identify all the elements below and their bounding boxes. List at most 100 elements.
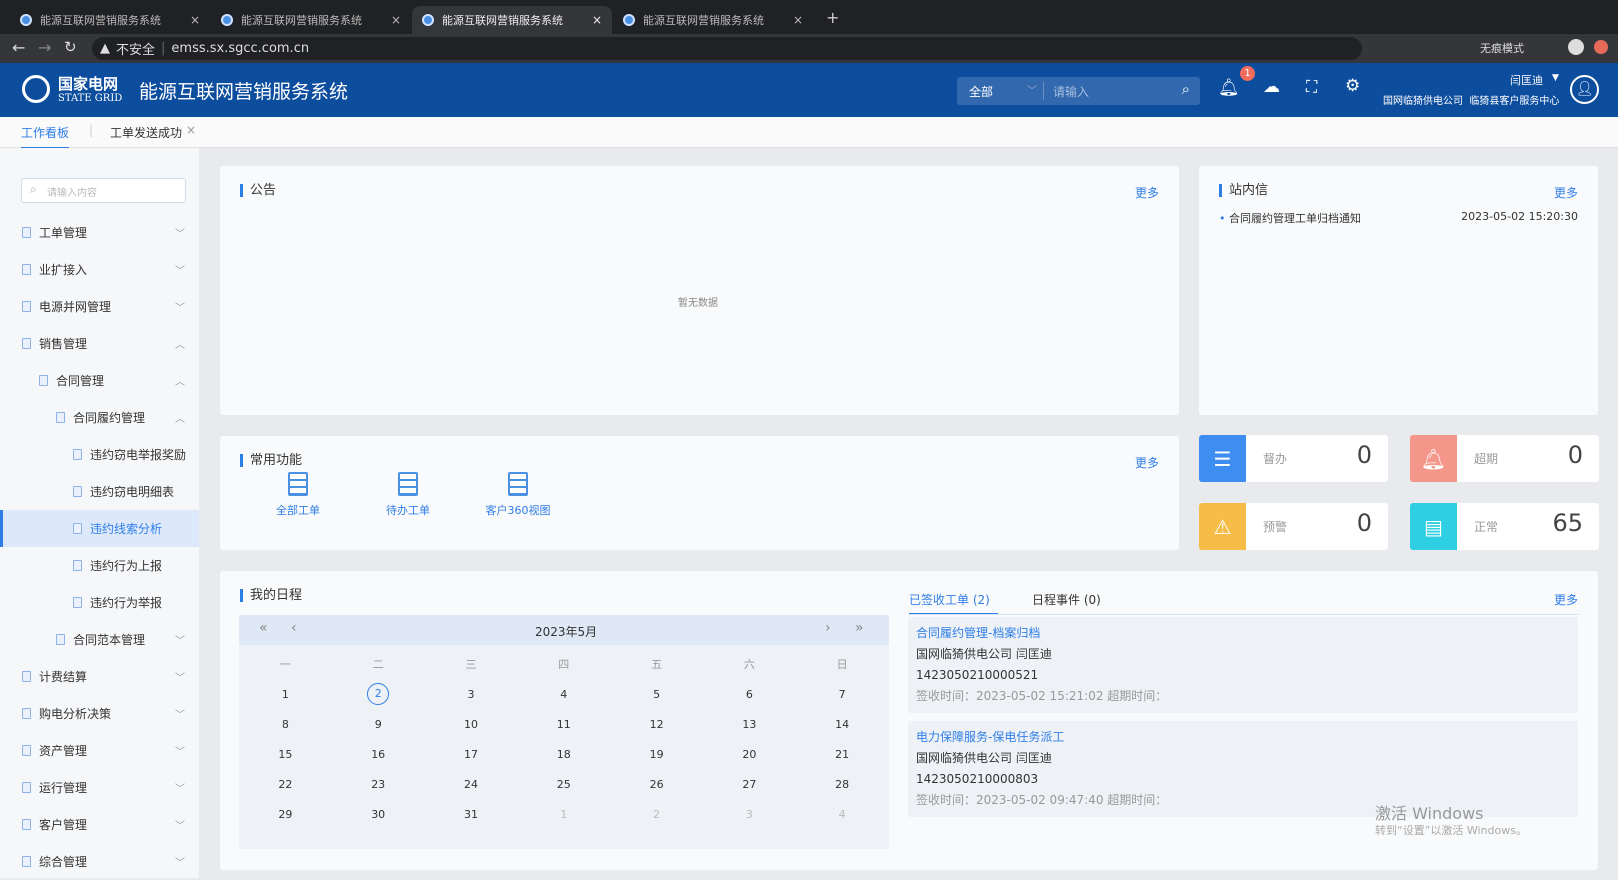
sidebar-item[interactable]: 购电分析决策 ﹀ (0, 695, 199, 732)
back-icon[interactable]: ← (12, 38, 26, 57)
calendar-day[interactable]: 30 (332, 799, 425, 829)
calendar-day[interactable]: 11 (517, 709, 610, 739)
fullscreen-icon[interactable]: ⛶ (1306, 77, 1318, 96)
sidebar-item[interactable]: 电源并网管理 ﹀ (0, 288, 199, 325)
sidebar-item[interactable]: 违约行为举报 (0, 584, 199, 621)
caret-down-icon[interactable]: ▼ (1552, 73, 1559, 83)
incognito-icon[interactable] (1568, 39, 1584, 55)
calendar-day[interactable]: 12 (610, 709, 703, 739)
calendar-day[interactable]: 17 (425, 739, 518, 769)
calendar-day[interactable]: 1 (517, 799, 610, 829)
functions-more-link[interactable]: 更多 (1134, 456, 1159, 470)
search-scope-select[interactable]: 全部 (969, 85, 994, 99)
calendar-day[interactable]: 20 (703, 739, 796, 769)
browser-tab[interactable]: 能源互联网营销服务系统 × (10, 6, 210, 34)
stat-card[interactable]: ☰ 督办 0 (1199, 435, 1388, 482)
calendar-day[interactable]: 22 (239, 769, 332, 799)
close-tab-icon[interactable]: × (189, 13, 200, 27)
messages-more-link[interactable]: 更多 (1553, 186, 1578, 200)
calendar-day[interactable]: 3 (703, 799, 796, 829)
sidebar-item[interactable]: 销售管理 ︿ (0, 325, 199, 362)
close-tab-icon[interactable]: × (390, 13, 401, 27)
calendar-day[interactable]: 24 (425, 769, 518, 799)
browser-tab[interactable]: 能源互联网营销服务系统 × (211, 6, 411, 34)
sidebar-item[interactable]: 计费结算 ﹀ (0, 658, 199, 695)
function-shortcut[interactable]: 客户360视图 (468, 472, 568, 518)
calendar-day[interactable]: 2 (610, 799, 703, 829)
function-shortcut[interactable]: 待办工单 (358, 472, 458, 518)
schedule-item[interactable]: 合同履约管理-档案归档 国网临猗供电公司 闫匡迪 1423050210000521 签… (908, 617, 1578, 713)
sidebar-item[interactable]: 资产管理 ﹀ (0, 732, 199, 769)
calendar-day[interactable]: 7 (796, 679, 889, 709)
calendar-day[interactable]: 25 (517, 769, 610, 799)
tab-workboard[interactable]: 工作看板 (21, 124, 70, 149)
search-icon[interactable]: ⌕ (1181, 80, 1190, 98)
url-field[interactable]: ▲ 不安全 | emss.sx.sgcc.com.cn (92, 37, 1362, 60)
bell-icon[interactable]: 🔔︎ (1218, 78, 1240, 98)
calendar-day[interactable]: 31 (425, 799, 518, 829)
update-icon[interactable] (1594, 40, 1608, 54)
calendar-day[interactable]: 28 (796, 769, 889, 799)
reload-icon[interactable]: ↻ (64, 38, 77, 56)
schedule-item[interactable]: 电力保障服务-保电任务派工 国网临猗供电公司 闫匡迪 142305021000080… (908, 721, 1578, 817)
calendar-day[interactable]: 21 (796, 739, 889, 769)
close-tab-icon[interactable]: × (591, 13, 602, 27)
calendar-day[interactable]: 5 (610, 679, 703, 709)
calendar-day[interactable]: 14 (796, 709, 889, 739)
calendar-day[interactable]: 2 (332, 679, 425, 709)
calendar-day[interactable]: 3 (425, 679, 518, 709)
calendar-day[interactable]: 26 (610, 769, 703, 799)
sidebar-item[interactable]: 违约线索分析 (0, 510, 199, 547)
new-tab-icon[interactable]: + (826, 8, 840, 27)
sidebar-item[interactable]: 违约窃电明细表 (0, 473, 199, 510)
calendar-day[interactable]: 8 (239, 709, 332, 739)
calendar-day[interactable]: 15 (239, 739, 332, 769)
browser-tab[interactable]: 能源互联网营销服务系统 × (613, 6, 813, 34)
calendar-day[interactable]: 23 (332, 769, 425, 799)
calendar-day[interactable]: 13 (703, 709, 796, 739)
stat-card[interactable]: ⚠ 预警 0 (1199, 503, 1388, 550)
tab-order-sent[interactable]: 工单发送成功 (110, 126, 183, 140)
calendar-day[interactable]: 9 (332, 709, 425, 739)
chevron-down-icon[interactable]: ﹀ (1027, 86, 1037, 97)
sidebar-item[interactable]: 业扩接入 ﹀ (0, 251, 199, 288)
stat-card[interactable]: 🔔︎ 超期 0 (1410, 435, 1599, 482)
prev-month-icon[interactable]: ‹ (291, 620, 297, 636)
sidebar-item[interactable]: 合同管理 ︿ (0, 362, 199, 399)
cloud-icon[interactable]: ☁ (1263, 77, 1280, 97)
browser-tab[interactable]: 能源互联网营销服务系统 × (412, 6, 612, 34)
prev-year-icon[interactable]: « (259, 620, 268, 636)
calendar-day[interactable]: 4 (796, 799, 889, 829)
calendar-day[interactable]: 16 (332, 739, 425, 769)
sidebar-item[interactable]: 违约窃电举报奖励 (0, 436, 199, 473)
sidebar-item[interactable]: 工单管理 ﹀ (0, 214, 199, 251)
calendar-day[interactable]: 10 (425, 709, 518, 739)
tab-signed-orders[interactable]: 已签收工单 (2) (909, 591, 998, 615)
tab-schedule-events[interactable]: 日程事件 (0) (1032, 593, 1101, 607)
user-name[interactable]: 闫匡迪 (1510, 74, 1543, 87)
sidebar-item[interactable]: 客户管理 ﹀ (0, 806, 199, 843)
message-item[interactable]: • 合同履约管理工单归档通知 (1219, 210, 1361, 226)
sidebar-item[interactable]: 合同履约管理 ︿ (0, 399, 199, 436)
next-year-icon[interactable]: » (855, 620, 864, 636)
calendar-day[interactable]: 6 (703, 679, 796, 709)
stat-card[interactable]: ▤ 正常 65 (1410, 503, 1599, 550)
sidebar-item[interactable]: 违约行为上报 (0, 547, 199, 584)
gear-icon[interactable]: ⚙ (1345, 76, 1361, 96)
sidebar-item[interactable]: 合同范本管理 ﹀ (0, 621, 199, 658)
close-icon[interactable]: × (186, 123, 197, 137)
next-month-icon[interactable]: › (825, 620, 831, 636)
calendar-day[interactable]: 27 (703, 769, 796, 799)
notice-more-link[interactable]: 更多 (1134, 186, 1159, 200)
calendar-day[interactable]: 18 (517, 739, 610, 769)
schedule-more-link[interactable]: 更多 (1553, 593, 1578, 607)
close-tab-icon[interactable]: × (792, 13, 803, 27)
item-title[interactable]: 合同履约管理-档案归档 (916, 626, 1041, 640)
avatar[interactable]: 👤︎ (1570, 75, 1599, 104)
calendar-day[interactable]: 4 (517, 679, 610, 709)
sidebar-item[interactable]: 综合管理 ﹀ (0, 843, 199, 880)
forward-icon[interactable]: → (38, 38, 52, 57)
sidebar-search-input[interactable]: ⌕ 请输入内容 (21, 178, 186, 203)
item-title[interactable]: 电力保障服务-保电任务派工 (916, 730, 1065, 744)
search-input[interactable]: 请输入 (1053, 85, 1090, 99)
